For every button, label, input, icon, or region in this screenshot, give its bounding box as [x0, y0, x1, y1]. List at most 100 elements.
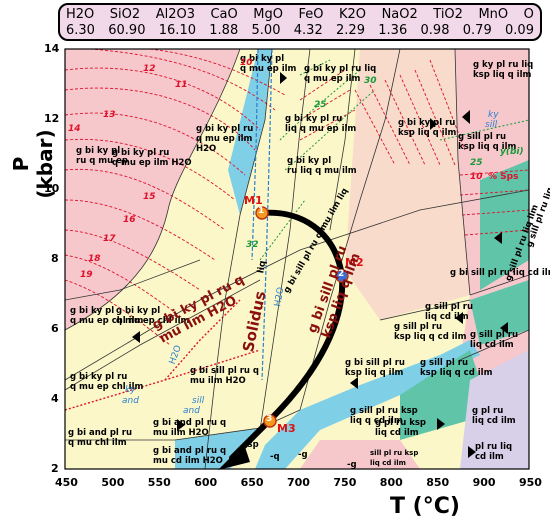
x-tick-label: 800: [379, 476, 403, 489]
field-label: g sill pl ru liq cd ilm: [470, 330, 519, 350]
field-label: g sill pl ru ksp liq q cd ilm: [350, 406, 418, 426]
field-label: g bi ky pl q mu ep ilm: [240, 54, 297, 74]
oxide-name: O: [523, 7, 534, 22]
field-label: g bi ky pl ru liq q mu ilm: [287, 156, 357, 176]
field-label: g sill pl ru ksp liq q ilm: [458, 132, 517, 152]
isopleth-label: 17: [103, 234, 116, 244]
oxide-name: CaO: [210, 7, 238, 22]
y-tick-label: 4: [51, 392, 59, 405]
field-boundaries: [65, 49, 529, 469]
y-tick-label: 6: [51, 322, 59, 335]
y-tick-label: 12: [44, 112, 60, 125]
field-label: g bi ky pl ru q mu ep: [76, 146, 128, 166]
line-label: ky: [125, 385, 136, 395]
field-label: g bi ky pl ru ksp liq q ilm: [398, 118, 457, 138]
y-tick-label: 8: [51, 252, 59, 265]
field-lavender: [460, 350, 529, 469]
isopleth-label: 11: [175, 80, 188, 90]
isopleth-label: 30: [364, 76, 377, 86]
field-pink-topleft: [65, 49, 120, 130]
oxide-value: 16.10: [158, 23, 196, 38]
oxide-name: NaO2: [381, 7, 418, 22]
line-label: -g: [298, 450, 308, 460]
field-blue-band-lower: [255, 340, 480, 469]
oxide-value: 1.36: [378, 23, 408, 38]
field-label: g bi ky pl q mu ep chl ilm: [70, 306, 144, 326]
line-label: liq: [256, 259, 269, 275]
isopleth-label: 19: [80, 270, 93, 280]
plot-frame: [64, 48, 530, 470]
line-label: sill: [485, 120, 498, 130]
x-tick-label: 700: [287, 476, 310, 489]
oxide-value: 2.29: [336, 23, 365, 38]
field-label: g ky pl ru liq ksp liq q ilm: [473, 60, 534, 80]
isopleth-label: 25: [314, 100, 327, 110]
field-label: g pl ru ksp liq cd ilm: [375, 418, 426, 438]
oxide-value: 4.32: [293, 23, 323, 38]
isopleth-label: 15: [143, 192, 156, 202]
line-label: sill: [192, 396, 205, 406]
x-tick-label: 900: [472, 476, 496, 489]
oxide-value: 1.88: [209, 23, 239, 38]
y-tick-label: 14: [44, 42, 60, 55]
point-m3: [263, 414, 277, 428]
oxide-name: TiO2: [433, 7, 463, 22]
field-blue-band-upper: [228, 49, 272, 215]
oxide-name: SiO2: [109, 7, 141, 22]
num-m1: 1: [258, 206, 265, 216]
isopleth-label: 32: [246, 240, 259, 250]
x-axis-title: T (°C): [390, 494, 460, 519]
h2o-saturation-lines: [251, 49, 273, 381]
oxide-name: FeO: [298, 7, 324, 22]
legend-sps-label: % Sps: [488, 172, 519, 182]
y-axis-title: P (kbar): [9, 129, 57, 199]
isopleth-label: 16: [123, 215, 136, 225]
line-label: -sp: [244, 440, 259, 450]
oxide-value: 0.79: [462, 23, 492, 38]
line-label: and: [183, 406, 200, 416]
field-label: g bi ky pl ru q mu ep ilm H2O: [112, 148, 192, 168]
composition-values: 6.30 60.90 16.10 1.88 5.00 4.32 2.29 1.36 0.98 0.…: [66, 23, 534, 38]
num-m2: 2: [338, 269, 345, 279]
spessartine-isopleths: [65, 49, 529, 346]
field-label: g bi and pl ru q mu ilm H2O: [153, 418, 227, 438]
field-teal-lower-right: [470, 280, 529, 345]
point-m2: [335, 269, 349, 283]
reaction-lines-dotted: [65, 299, 261, 411]
oxide-value: 5.00: [251, 23, 281, 38]
line-label: -g: [347, 460, 357, 470]
field-label: g bi and pl ru q mu chl ilm: [68, 428, 133, 448]
field-teal-lower: [400, 350, 480, 440]
oxide-name: MnO: [478, 7, 509, 22]
field-label: g sill pl ru liq cd ilm: [425, 302, 474, 322]
field-label: pl ru liq cd ilm: [475, 442, 513, 462]
field-blue-lower-left: [175, 428, 260, 469]
x-tick-label: 750: [333, 476, 357, 489]
isopleth-label: 18: [88, 254, 101, 264]
label-m3: M3: [277, 422, 296, 435]
field-label: g bi ky pl ru liq q mu ep ilm: [285, 114, 357, 134]
x-tick-label: 500: [101, 476, 125, 489]
legend-ybi-label: y(bi): [500, 147, 524, 157]
oxide-value: 60.90: [108, 23, 146, 38]
isopleth-label: 14: [68, 124, 81, 134]
field-label: g bi sill pl ru liq cd ilm: [450, 268, 550, 278]
boundary-markers: [132, 72, 508, 458]
x-tick-label: 450: [55, 476, 78, 489]
label-m2: M2: [345, 256, 364, 269]
point-m1: [255, 206, 269, 220]
oxide-value: 6.30: [66, 23, 95, 38]
field-label: g pl ru liq cd ilm: [472, 406, 516, 426]
oxide-name: Al2O3: [155, 7, 195, 22]
line-label: and: [122, 396, 139, 406]
field-label: g bi ky pl ru liq q mu ep ilm: [304, 64, 377, 84]
legend-sps-value: 10: [470, 172, 483, 182]
pt-path-arrowhead: [218, 444, 250, 470]
composition-box: H2O SiO2 Al2O3 CaO MgO FeO K2O NaO2 TiO2 MnO O 6.3…: [58, 3, 542, 41]
y-tick-label: 10: [44, 182, 60, 195]
x-tick-label: 600: [194, 476, 218, 489]
isopleth-label: 12: [143, 64, 156, 74]
ybi-isopleths: [259, 59, 529, 261]
sample-points: [255, 206, 349, 428]
